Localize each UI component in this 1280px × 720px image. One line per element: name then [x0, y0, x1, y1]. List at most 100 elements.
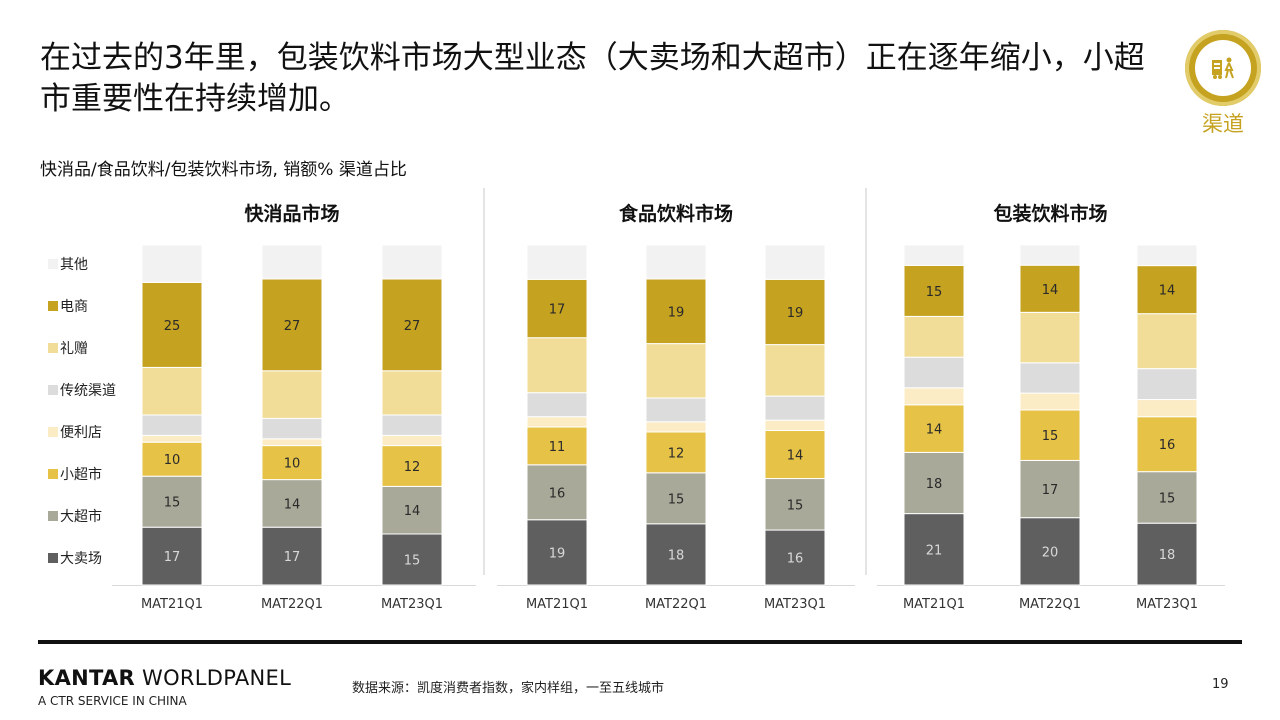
legend-swatch-e7a4bce8b5a0 — [48, 343, 58, 353]
data-source-note: 数据来源：凯度消费者指数，家内样组，一至五线城市 — [352, 681, 665, 696]
bar-segment-2-mat22q1-e4bca0e7bb9fe6b8a0e98193 — [645, 397, 707, 423]
data-label-2-mat22q1-e794b5e59586: 19 — [668, 305, 685, 320]
x-tick-label-1-1: MAT21Q1 — [141, 597, 203, 612]
bar-segment-3-mat21q1-e5a4a7e58d96e59cba — [903, 513, 965, 586]
bar-segment-3-mat23q1-e4bebfe588a9e5ba97 — [1136, 399, 1198, 418]
bar-segment-3-mat22q1-e5a4a7e8b685e5b882 — [1019, 459, 1081, 519]
legend-swatch-e4bca0e7bb9fe6b8a0e98193 — [48, 385, 58, 395]
legend-label-e4bebfe588a9e5ba97: 便利店 — [60, 425, 102, 441]
chart-subtitle: 快消品/食品饮料/包装饮料市场, 销额% 渠道占比 — [40, 160, 407, 180]
legend-label-e794b5e59586: 电商 — [60, 299, 88, 315]
data-label-1-mat23q1-e5b08fe8b685e5b882: 12 — [404, 460, 421, 475]
bar-segment-1-mat21q1-e4bebfe588a9e5ba97 — [141, 434, 203, 443]
bar-segment-1-mat22q1-e5b08fe8b685e5b882 — [261, 445, 323, 481]
bar-segment-1-mat21q1-e5a4a7e8b685e5b882 — [141, 475, 203, 528]
chart-title-3: 包装饮料市场 — [993, 202, 1107, 225]
bar-segment-2-mat22q1-e5a4a7e58d96e59cba — [645, 523, 707, 586]
data-label-1-mat21q1-e794b5e59586: 25 — [164, 319, 181, 334]
legend-label-e5b08fe8b685e5b882: 小超市 — [60, 466, 102, 483]
data-label-2-mat22q1-e5a4a7e58d96e59cba: 18 — [668, 548, 685, 563]
bar-segment-2-mat23q1-e5a4a7e8b685e5b882 — [764, 478, 826, 531]
legend-swatch-e794b5e59586 — [48, 301, 58, 311]
bar-segment-2-mat22q1-e585b6e4bb96 — [645, 244, 707, 280]
bar-segment-1-mat22q1-e4bebfe588a9e5ba97 — [261, 438, 323, 447]
data-label-1-mat21q1-e5a4a7e58d96e59cba: 17 — [164, 550, 181, 565]
data-label-1-mat22q1-e794b5e59586: 27 — [284, 319, 301, 334]
footer-divider — [38, 640, 1242, 644]
data-label-3-mat23q1-e5a4a7e58d96e59cba: 18 — [1159, 548, 1176, 563]
data-label-2-mat23q1-e5a4a7e58d96e59cba: 16 — [787, 552, 804, 567]
brand-tagline: A CTR SERVICE IN CHINA — [38, 694, 187, 708]
data-label-3-mat23q1-e5b08fe8b685e5b882: 16 — [1159, 438, 1176, 453]
bar-segment-3-mat23q1-e7a4bce8b5a0 — [1136, 313, 1198, 370]
bar-segment-3-mat22q1-e5a4a7e58d96e59cba — [1019, 517, 1081, 586]
bar-segment-3-mat21q1-e5a4a7e8b685e5b882 — [903, 451, 965, 515]
bar-segment-2-mat22q1-e5b08fe8b685e5b882 — [645, 431, 707, 474]
bar-segment-1-mat23q1-e5a4a7e58d96e59cba — [381, 533, 443, 586]
chart-title-1: 快消品市场 — [244, 202, 339, 225]
legend-label-e7a4bce8b5a0: 礼赠 — [60, 341, 88, 357]
legend-label-e5a4a7e58d96e59cba: 大卖场 — [60, 551, 102, 567]
data-label-3-mat23q1-e5a4a7e8b685e5b882: 15 — [1159, 491, 1176, 506]
legend-swatch-e585b6e4bb96 — [48, 259, 58, 269]
data-label-3-mat21q1-e5b08fe8b685e5b882: 14 — [926, 423, 943, 438]
page-number: 19 — [1212, 677, 1229, 692]
bar-segment-2-mat21q1-e5a4a7e8b685e5b882 — [526, 464, 588, 521]
data-label-2-mat23q1-e5b08fe8b685e5b882: 14 — [787, 448, 804, 463]
bar-segment-3-mat22q1-e4bca0e7bb9fe6b8a0e98193 — [1019, 362, 1081, 394]
data-label-2-mat22q1-e5b08fe8b685e5b882: 12 — [668, 446, 685, 461]
data-label-1-mat22q1-e5a4a7e8b685e5b882: 14 — [284, 497, 301, 512]
bar-segment-3-mat21q1-e7a4bce8b5a0 — [903, 315, 965, 358]
legend-label-e4bca0e7bb9fe6b8a0e98193: 传统渠道 — [60, 383, 116, 399]
bar-segment-1-mat22q1-e7a4bce8b5a0 — [261, 370, 323, 419]
shopping-cart-person-icon — [1212, 57, 1234, 79]
data-label-2-mat22q1-e5a4a7e8b685e5b882: 15 — [668, 492, 685, 507]
data-label-2-mat21q1-e5b08fe8b685e5b882: 11 — [549, 440, 566, 455]
data-label-2-mat21q1-e5a4a7e58d96e59cba: 19 — [549, 546, 566, 561]
bar-segment-1-mat23q1-e585b6e4bb96 — [381, 244, 443, 280]
bar-segment-2-mat23q1-e5b08fe8b685e5b882 — [764, 429, 826, 480]
x-tick-label-2-3: MAT23Q1 — [764, 597, 826, 612]
data-label-1-mat21q1-e5a4a7e8b685e5b882: 15 — [164, 496, 181, 511]
bar-segment-2-mat23q1-e7a4bce8b5a0 — [764, 344, 826, 397]
data-label-1-mat23q1-e794b5e59586: 27 — [404, 319, 421, 334]
bar-segment-1-mat23q1-e4bca0e7bb9fe6b8a0e98193 — [381, 414, 443, 436]
bar-segment-2-mat23q1-e4bebfe588a9e5ba97 — [764, 419, 826, 431]
bar-segment-3-mat23q1-e4bca0e7bb9fe6b8a0e98193 — [1136, 368, 1198, 401]
bar-segment-1-mat23q1-e7a4bce8b5a0 — [381, 370, 443, 416]
x-tick-label-2-2: MAT22Q1 — [645, 597, 707, 612]
bar-segment-3-mat21q1-e585b6e4bb96 — [903, 244, 965, 266]
legend-swatch-e5a4a7e58d96e59cba — [48, 553, 58, 563]
data-label-1-mat23q1-e5a4a7e58d96e59cba: 15 — [404, 554, 421, 569]
bar-segment-2-mat21q1-e4bebfe588a9e5ba97 — [526, 416, 588, 428]
data-label-3-mat21q1-e5a4a7e58d96e59cba: 21 — [926, 543, 943, 558]
data-label-2-mat23q1-e5a4a7e8b685e5b882: 15 — [787, 498, 804, 513]
bar-segment-1-mat21q1-e7a4bce8b5a0 — [141, 366, 203, 416]
x-tick-label-2-1: MAT21Q1 — [526, 597, 588, 612]
bar-segment-1-mat21q1-e4bca0e7bb9fe6b8a0e98193 — [141, 414, 203, 436]
bar-segment-3-mat22q1-e5b08fe8b685e5b882 — [1019, 409, 1081, 461]
data-label-3-mat22q1-e5a4a7e58d96e59cba: 20 — [1042, 545, 1059, 560]
x-tick-label-3-1: MAT21Q1 — [903, 597, 965, 612]
data-label-2-mat23q1-e794b5e59586: 19 — [787, 306, 804, 321]
legend-swatch-e5a4a7e8b685e5b882 — [48, 511, 58, 521]
data-label-1-mat23q1-e5a4a7e8b685e5b882: 14 — [404, 504, 421, 519]
bar-segment-2-mat22q1-e5a4a7e8b685e5b882 — [645, 472, 707, 525]
bar-segment-1-mat23q1-e5a4a7e8b685e5b882 — [381, 485, 443, 535]
legend-swatch-e4bebfe588a9e5ba97 — [48, 427, 58, 437]
data-label-2-mat21q1-e5a4a7e8b685e5b882: 16 — [549, 486, 566, 501]
bar-segment-1-mat22q1-e585b6e4bb96 — [261, 244, 323, 280]
legend-label-e5a4a7e8b685e5b882: 大超市 — [60, 508, 102, 525]
bar-segment-3-mat21q1-e794b5e59586 — [903, 264, 965, 317]
legend-label-e585b6e4bb96: 其他 — [60, 257, 88, 273]
bar-segment-2-mat21q1-e7a4bce8b5a0 — [526, 337, 588, 394]
data-label-3-mat22q1-e5a4a7e8b685e5b882: 17 — [1042, 483, 1059, 498]
data-label-3-mat22q1-e794b5e59586: 14 — [1042, 283, 1059, 298]
data-label-3-mat21q1-e5a4a7e8b685e5b882: 18 — [926, 477, 943, 492]
x-tick-label-3-2: MAT22Q1 — [1019, 597, 1081, 612]
legend-swatch-e5b08fe8b685e5b882 — [48, 469, 58, 479]
x-tick-label-1-2: MAT22Q1 — [261, 597, 323, 612]
chart-title-2: 食品饮料市场 — [619, 202, 733, 225]
x-tick-label-1-3: MAT23Q1 — [381, 597, 443, 612]
